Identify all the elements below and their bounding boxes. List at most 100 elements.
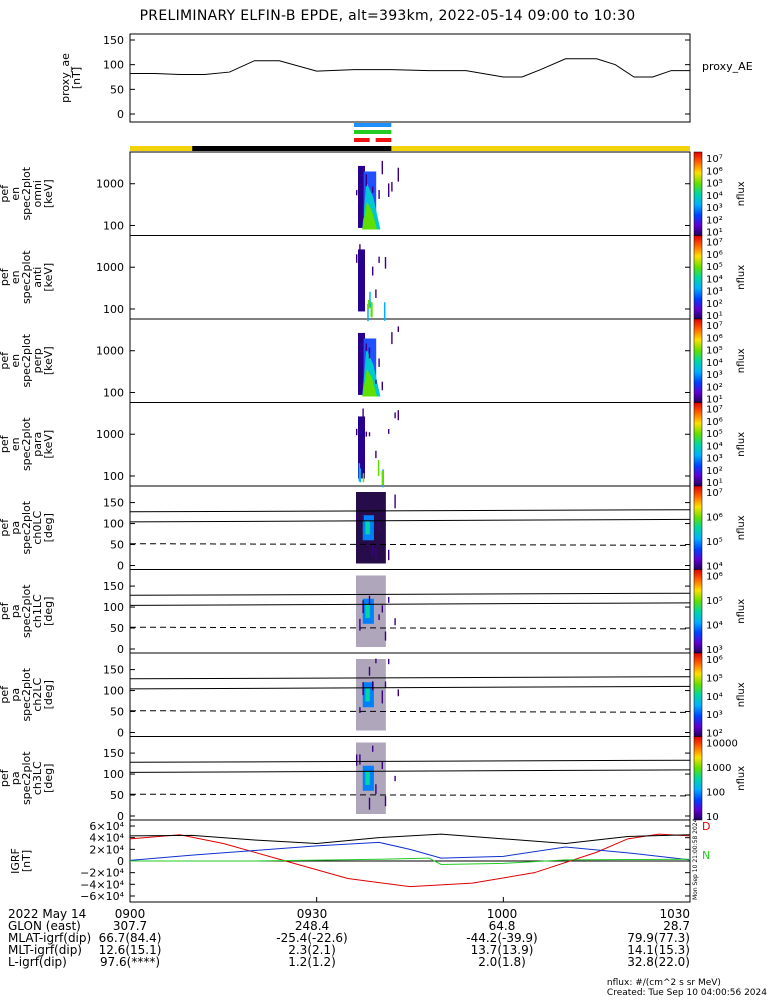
footer-value: 1000	[486, 907, 518, 921]
colorbar-tick-label: 10⁴	[706, 191, 723, 202]
footer-value: 64.8	[488, 919, 516, 933]
footer-row: MLT-igrf(dip) 12.6(15.1) 2.3(2.1) 13.7(13.9…	[8, 944, 768, 956]
science-zone-bar-red-2	[375, 138, 392, 142]
colorbar-tick-label: 10⁵	[706, 673, 723, 684]
footer-value: 1.2(1.2)	[288, 955, 336, 969]
pitch-stripe	[368, 797, 371, 810]
footer-value: 248.4	[294, 919, 330, 933]
colorbar-tick-label: 10¹	[706, 228, 723, 239]
energy-spectrum-2-stripe	[378, 358, 380, 367]
colorbar-tick-label: 10²	[706, 299, 723, 310]
colorbar-0	[693, 151, 703, 236]
created-timestamp: Created: Tue Sep 10 04:00:56 2024	[606, 988, 767, 998]
igrf-legend-n: N	[702, 849, 710, 862]
pitch-tick-label: 150	[103, 747, 124, 760]
pitch-tick-label: 150	[103, 664, 124, 677]
colorbar-tick-label: 10²	[706, 382, 723, 393]
energy-spectrum-0-stripe	[378, 190, 380, 199]
colorbar-tick-label: 10⁴	[706, 692, 723, 703]
energy-spectrum-1-stripe	[378, 256, 380, 263]
colorbar-tick-label: 10⁷	[706, 488, 723, 499]
energy-spectrum-2-stripe	[397, 326, 399, 332]
igrf-tick-label: 4×10⁴	[89, 832, 124, 845]
energy-panel-frame-0	[129, 151, 691, 236]
colorbar-tick-label: 10²	[706, 215, 723, 226]
energy-ylabel-3: elbpefenspec2plotpara[keV]	[0, 417, 55, 471]
pitch-stripe	[368, 666, 371, 676]
colorbar-tick-label: 10³	[706, 710, 723, 721]
footer-value: 97.6(****)	[99, 955, 161, 969]
energy-spectrum-0-stripe	[397, 167, 399, 182]
colorbar-tick-label: 10¹	[706, 478, 723, 489]
data-lines	[129, 58, 691, 888]
ae-panel-frame	[129, 33, 691, 123]
pitch-stripe	[384, 681, 387, 688]
ae-tick-label: 50	[110, 83, 124, 96]
pitch-stripe	[384, 631, 387, 641]
footer-row: MLAT-igrf(dip) 66.7(84.4) -25.4(-22.6) -44.…	[8, 932, 768, 944]
energy-ylabel-2: elbpefenspec2plotperp[keV]	[0, 333, 55, 387]
panel-frames	[129, 33, 691, 903]
igrf-tick-label: 2×10⁴	[89, 843, 124, 856]
footer-row-label: MLAT-igrf(dip)	[8, 931, 92, 945]
energy-spectrum-0-stripe	[372, 186, 374, 193]
colorbar-tick-label: 100	[706, 788, 725, 799]
energy-spectrum-3-stripe	[375, 450, 377, 459]
energy-tick-1000: 1000	[96, 261, 124, 274]
pitch-stripe	[375, 548, 377, 562]
loss-cone-line-upper	[129, 676, 691, 680]
energy-spectrum-1-spike	[383, 302, 386, 321]
pitch-stripe	[362, 515, 364, 521]
energy-tick-100: 100	[103, 386, 124, 399]
colorbar-unit-label: nflux	[736, 682, 747, 707]
footer-value: 1030	[659, 907, 690, 921]
footer-value: 307.7	[112, 919, 148, 933]
pitch-tick-label: 100	[103, 601, 124, 614]
colorbar-tick-label: 10⁷	[706, 238, 723, 249]
energy-panel-frame-2	[129, 318, 691, 403]
pitch-stripe	[394, 618, 396, 626]
pitch-stripe	[375, 784, 377, 795]
pitch-stripe	[375, 658, 377, 664]
footer-row-label: GLON (east)	[8, 919, 81, 933]
energy-spectrum-1-stripe	[356, 254, 358, 263]
colorbar-4	[693, 485, 703, 570]
pitch-stripe	[372, 681, 374, 691]
pitch-stripe	[381, 761, 383, 770]
energy-tick-100: 100	[103, 303, 124, 316]
pitch-stripe	[359, 618, 361, 631]
igrf-series-total	[129, 833, 691, 845]
colorbar-tick-label: 10⁷	[706, 321, 723, 332]
energy-spectrum-1-spike	[369, 291, 371, 308]
pitch-spectrum-peak	[365, 604, 370, 618]
footer-row: L-igrf(dip) 97.6(****) 1.2(1.2) 2.0(1.8) 32.…	[8, 956, 768, 968]
pitch-ylabel-1: elbpefpaspec2plotch1LC[deg]	[0, 584, 55, 638]
colorbar-tick-label: 10⁶	[706, 417, 723, 428]
energy-spectrum-0-stripe	[381, 160, 383, 175]
energy-spectrum-0-stripe	[359, 183, 361, 193]
colorbar-tick-label: 10⁵	[706, 429, 723, 440]
credits: nflux: #/(cm^2 s sr MeV) Created: Tue Se…	[607, 978, 767, 998]
igrf-tick-label: 0	[117, 855, 124, 868]
footer-value: 0900	[114, 907, 146, 921]
energy-spectrum-2-stripe	[375, 379, 377, 384]
colorbar-tick-label: 10³	[706, 645, 723, 656]
footer-row-label: 2022 May 14	[8, 907, 87, 921]
footer-value: 2.3(2.1)	[288, 943, 336, 957]
colorbar-tick-label: 10¹	[706, 311, 723, 322]
colorbar-6	[693, 652, 703, 737]
footer-row-label: L-igrf(dip)	[8, 955, 67, 969]
pitch-stripe	[394, 494, 396, 509]
loss-cone-line-dashed	[129, 710, 691, 713]
footer-value: -25.4(-22.6)	[276, 931, 348, 945]
energy-spectrum-2-stripe	[365, 343, 367, 352]
science-zone-bar-red-1	[354, 138, 370, 142]
colorbar-unit-label: nflux	[736, 432, 747, 457]
energy-spectrum-1-stripe	[375, 289, 377, 298]
footer-row-label: MLT-igrf(dip)	[8, 943, 82, 957]
footer-value: 2.0(1.8)	[478, 955, 526, 969]
science-zone-bar-green	[354, 130, 392, 134]
energy-spectrum-3-stripe	[394, 412, 396, 419]
pitch-spectrum-peak	[365, 771, 370, 785]
pitch-stripe	[394, 775, 396, 782]
